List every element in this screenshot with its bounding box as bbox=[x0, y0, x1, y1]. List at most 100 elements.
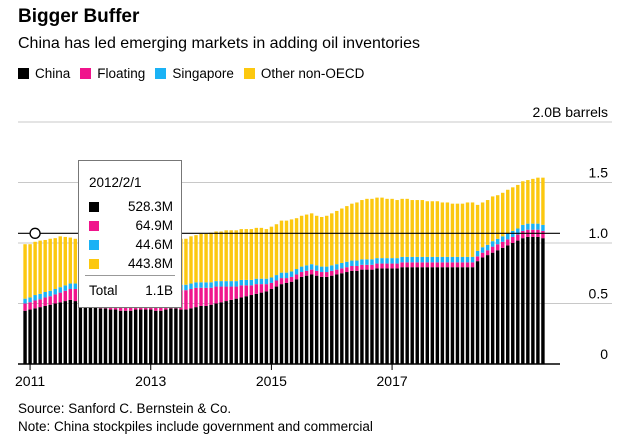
bar-china-101 bbox=[531, 236, 535, 364]
bar-china-56 bbox=[304, 275, 309, 364]
bar-china-0 bbox=[23, 310, 27, 364]
bar-floating-82 bbox=[435, 262, 440, 268]
bar-china-9 bbox=[68, 299, 73, 364]
bar-floating-8 bbox=[63, 290, 67, 302]
bar-china-36 bbox=[204, 305, 208, 364]
bar-other-non-oecd-41 bbox=[229, 230, 233, 282]
bar-singapore-98 bbox=[516, 228, 520, 235]
bar-singapore-84 bbox=[445, 256, 450, 263]
bar-china-102 bbox=[536, 236, 540, 364]
tooltip-value-singapore: 44.6M bbox=[135, 237, 173, 252]
bar-other-non-oecd-64 bbox=[345, 206, 349, 262]
bar-floating-73 bbox=[390, 263, 394, 269]
tooltip-date: 2012/2/1 bbox=[89, 175, 142, 190]
bar-china-32 bbox=[184, 309, 188, 364]
bar-china-26 bbox=[154, 310, 158, 364]
bar-other-non-oecd-34 bbox=[194, 235, 198, 283]
bar-singapore-93 bbox=[490, 241, 495, 247]
bar-singapore-46 bbox=[254, 278, 259, 285]
bar-singapore-76 bbox=[405, 256, 409, 263]
bar-singapore-5 bbox=[48, 290, 52, 297]
bar-other-non-oecd-51 bbox=[279, 220, 284, 273]
bar-china-52 bbox=[284, 282, 289, 364]
x-tick-label-3: 2017 bbox=[377, 373, 408, 389]
bar-floating-50 bbox=[274, 280, 279, 287]
bar-other-non-oecd-58 bbox=[314, 215, 319, 266]
bar-singapore-82 bbox=[435, 256, 440, 263]
bar-other-non-oecd-8 bbox=[63, 236, 67, 286]
bar-china-15 bbox=[98, 308, 103, 364]
bar-floating-39 bbox=[219, 286, 223, 303]
bar-singapore-57 bbox=[309, 264, 314, 270]
bar-singapore-81 bbox=[430, 256, 435, 263]
legend-swatch-china bbox=[18, 68, 29, 79]
bar-other-non-oecd-48 bbox=[264, 229, 269, 279]
tooltip-total-value: 1.1B bbox=[145, 283, 173, 298]
bar-china-27 bbox=[159, 310, 163, 364]
bar-singapore-38 bbox=[214, 281, 218, 287]
footnote: Note: China stockpiles include governmen… bbox=[18, 419, 373, 434]
bar-china-59 bbox=[319, 276, 324, 364]
legend-item-china[interactable]: China bbox=[18, 66, 70, 81]
bar-other-non-oecd-91 bbox=[480, 202, 485, 248]
x-tick-label-1: 2013 bbox=[135, 373, 166, 389]
bar-china-19 bbox=[118, 310, 123, 364]
bar-china-97 bbox=[511, 243, 515, 364]
bar-china-25 bbox=[149, 309, 153, 364]
bar-floating-83 bbox=[440, 262, 445, 268]
bar-china-21 bbox=[128, 310, 133, 364]
bar-china-48 bbox=[264, 291, 269, 364]
bar-china-62 bbox=[335, 274, 339, 364]
bar-other-non-oecd-78 bbox=[415, 200, 419, 257]
bar-china-80 bbox=[425, 267, 430, 364]
bar-other-non-oecd-60 bbox=[325, 215, 329, 267]
bar-singapore-9 bbox=[68, 283, 73, 289]
bar-singapore-102 bbox=[536, 223, 540, 230]
bar-floating-80 bbox=[425, 262, 430, 268]
bar-floating-86 bbox=[455, 262, 460, 268]
bar-singapore-43 bbox=[239, 279, 243, 286]
tooltip-swatch-china bbox=[89, 201, 99, 212]
tooltip-total-label: Total bbox=[89, 283, 118, 298]
bar-floating-48 bbox=[264, 284, 269, 292]
legend-item-singapore[interactable]: Singapore bbox=[155, 66, 234, 81]
bar-floating-75 bbox=[400, 262, 404, 268]
y-tick-label-4: 2.0B barrels bbox=[533, 104, 608, 120]
tooltip-row-singapore: 44.6M bbox=[89, 237, 173, 252]
bar-other-non-oecd-0 bbox=[23, 244, 27, 299]
bar-other-non-oecd-70 bbox=[375, 197, 379, 259]
bar-other-non-oecd-94 bbox=[495, 195, 500, 239]
bar-other-non-oecd-95 bbox=[501, 192, 505, 237]
y-tick-label-2: 1.0 bbox=[589, 225, 609, 241]
x-tick-label-2: 2015 bbox=[256, 373, 287, 389]
bar-floating-91 bbox=[480, 252, 485, 258]
bar-other-non-oecd-84 bbox=[445, 202, 450, 257]
bar-floating-43 bbox=[239, 285, 243, 298]
bar-other-non-oecd-98 bbox=[516, 184, 520, 229]
bar-china-68 bbox=[365, 269, 369, 364]
bar-china-76 bbox=[405, 267, 409, 364]
bar-floating-89 bbox=[470, 262, 475, 268]
legend: China Floating Singapore Other non-OECD bbox=[18, 66, 364, 81]
legend-item-other[interactable]: Other non-OECD bbox=[243, 66, 364, 81]
bar-china-86 bbox=[455, 267, 460, 364]
bar-other-non-oecd-55 bbox=[299, 215, 304, 267]
bar-floating-90 bbox=[475, 256, 480, 262]
bar-china-16 bbox=[103, 308, 108, 364]
bar-singapore-37 bbox=[209, 282, 213, 288]
bar-singapore-74 bbox=[395, 258, 399, 264]
bar-china-51 bbox=[279, 284, 284, 364]
bar-singapore-39 bbox=[219, 281, 223, 287]
bar-china-23 bbox=[138, 309, 143, 364]
bar-floating-70 bbox=[375, 263, 379, 269]
bar-singapore-59 bbox=[319, 266, 324, 273]
bar-china-57 bbox=[309, 274, 314, 364]
bar-singapore-63 bbox=[340, 262, 344, 269]
bar-other-non-oecd-49 bbox=[269, 226, 274, 278]
bar-china-45 bbox=[249, 295, 254, 364]
bar-other-non-oecd-7 bbox=[58, 236, 62, 288]
bar-singapore-65 bbox=[350, 260, 354, 266]
bar-floating-38 bbox=[214, 286, 218, 304]
legend-item-floating[interactable]: Floating bbox=[80, 66, 145, 81]
bar-floating-10 bbox=[73, 288, 78, 302]
